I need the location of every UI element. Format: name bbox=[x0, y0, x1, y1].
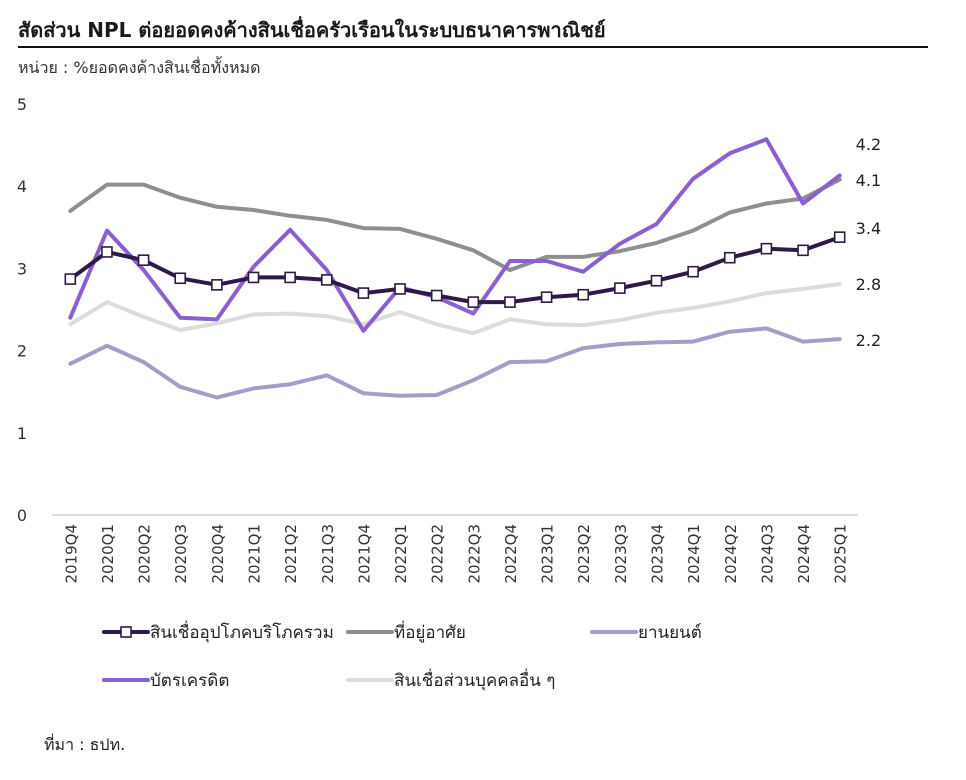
series-line-1 bbox=[68, 177, 842, 272]
title-rule bbox=[18, 46, 928, 48]
series-lines bbox=[64, 137, 846, 400]
x-tick-label-2023Q2: 2023Q2 bbox=[575, 524, 593, 584]
data-point-0-4 bbox=[211, 279, 223, 291]
x-tick-label-2019Q4: 2019Q4 bbox=[62, 524, 80, 584]
data-point-0-16 bbox=[650, 274, 663, 287]
data-point-0-20 bbox=[797, 244, 809, 257]
y-tick-label-2: 2 bbox=[17, 342, 27, 361]
y-axis-ticks: 0 1 2 3 4 5 bbox=[17, 95, 27, 525]
source-note: ที่มา : ธปท. bbox=[44, 735, 126, 754]
x-tick-label-2020Q2: 2020Q2 bbox=[136, 524, 154, 584]
x-tick-label-2023Q3: 2023Q3 bbox=[612, 524, 630, 584]
data-point-0-9 bbox=[394, 283, 406, 295]
x-tick-label-2024Q3: 2024Q3 bbox=[758, 524, 776, 584]
y-tick-label-4: 4 bbox=[17, 177, 27, 196]
end-label-0: 3.4 bbox=[856, 219, 881, 238]
chart-title: สัดส่วน NPL ต่อยอดคงค้างสินเชื่อครัวเรือ… bbox=[18, 18, 606, 42]
x-tick-label-2022Q4: 2022Q4 bbox=[502, 524, 520, 584]
data-point-0-14 bbox=[577, 288, 590, 301]
legend-label-3: บัตรเครดิต bbox=[150, 671, 229, 691]
npl-line-chart: 0 1 2 3 4 5 2019Q4 2020Q1 2020Q2 2020Q3 2020Q4 202… bbox=[17, 95, 881, 691]
series-line-2 bbox=[68, 326, 842, 400]
series-end-labels: 3.4 4.1 2.2 4.2 2.8 bbox=[856, 135, 881, 350]
x-tick-label-2022Q2: 2022Q2 bbox=[429, 524, 447, 584]
data-point-0-11 bbox=[467, 296, 480, 308]
data-point-0-0 bbox=[64, 273, 77, 285]
x-tick-label-2021Q1: 2021Q1 bbox=[246, 524, 264, 584]
data-point-0-15 bbox=[614, 282, 626, 294]
x-tick-label-2024Q2: 2024Q2 bbox=[722, 524, 740, 584]
x-tick-label-2020Q3: 2020Q3 bbox=[172, 524, 190, 584]
data-point-0-6 bbox=[284, 271, 296, 284]
legend-label-1: ที่อยู่อาศัย bbox=[394, 620, 466, 643]
end-label-1: 4.1 bbox=[856, 171, 881, 190]
x-tick-label-2021Q4: 2021Q4 bbox=[355, 524, 373, 584]
data-point-0-5 bbox=[247, 271, 260, 284]
data-point-0-12 bbox=[504, 296, 516, 308]
end-label-3: 4.2 bbox=[856, 135, 881, 154]
data-point-0-7 bbox=[320, 274, 333, 286]
unit-label: หน่วย : %ยอดคงค้างสินเชื่อทั้งหมด bbox=[18, 58, 261, 77]
x-tick-label-2021Q2: 2021Q2 bbox=[282, 524, 300, 584]
series-line-0 bbox=[68, 235, 842, 305]
data-point-0-18 bbox=[723, 251, 736, 264]
chart-legend: สินเชื่ออุปโภคบริโภครวม ที่อยู่อาศัย ยานยน… bbox=[102, 620, 702, 691]
x-tick-label-2021Q3: 2021Q3 bbox=[319, 524, 337, 584]
x-tick-label-2022Q1: 2022Q1 bbox=[392, 524, 410, 584]
y-tick-label-0: 0 bbox=[17, 506, 27, 525]
end-label-2: 2.2 bbox=[856, 331, 881, 350]
data-point-0-13 bbox=[540, 291, 553, 303]
data-point-0-21 bbox=[833, 231, 846, 243]
x-tick-label-2022Q3: 2022Q3 bbox=[465, 524, 483, 584]
y-tick-label-3: 3 bbox=[17, 259, 27, 278]
legend-label-2: ยานยนต์ bbox=[638, 623, 702, 643]
legend-marker-0 bbox=[120, 626, 132, 638]
data-point-0-8 bbox=[357, 287, 370, 299]
x-tick-label-2024Q4: 2024Q4 bbox=[795, 524, 813, 584]
data-point-0-17 bbox=[687, 265, 699, 278]
end-label-4: 2.8 bbox=[856, 275, 881, 294]
data-point-0-19 bbox=[760, 242, 773, 255]
x-tick-label-2020Q1: 2020Q1 bbox=[99, 524, 117, 584]
x-tick-label-2023Q4: 2023Q4 bbox=[649, 524, 667, 584]
series-line-4 bbox=[68, 282, 842, 336]
y-tick-label-1: 1 bbox=[17, 424, 27, 443]
data-point-0-3 bbox=[174, 272, 187, 285]
data-point-0-2 bbox=[137, 254, 150, 266]
data-point-0-10 bbox=[430, 289, 443, 302]
legend-label-4: สินเชื่อส่วนบุคคลอื่น ๆ bbox=[394, 668, 555, 691]
x-tick-label-2023Q1: 2023Q1 bbox=[539, 524, 557, 584]
legend-label-0: สินเชื่ออุปโภคบริโภครวม bbox=[150, 620, 334, 643]
series-line-3 bbox=[68, 137, 842, 333]
x-tick-label-2025Q1: 2025Q1 bbox=[832, 524, 850, 584]
x-axis-ticks: 2019Q4 2020Q1 2020Q2 2020Q3 2020Q4 2021Q1 2021… bbox=[62, 524, 849, 584]
x-tick-label-2020Q4: 2020Q4 bbox=[209, 524, 227, 584]
data-point-0-1 bbox=[101, 246, 113, 258]
x-tick-label-2024Q1: 2024Q1 bbox=[685, 524, 703, 584]
y-tick-label-5: 5 bbox=[17, 95, 27, 114]
